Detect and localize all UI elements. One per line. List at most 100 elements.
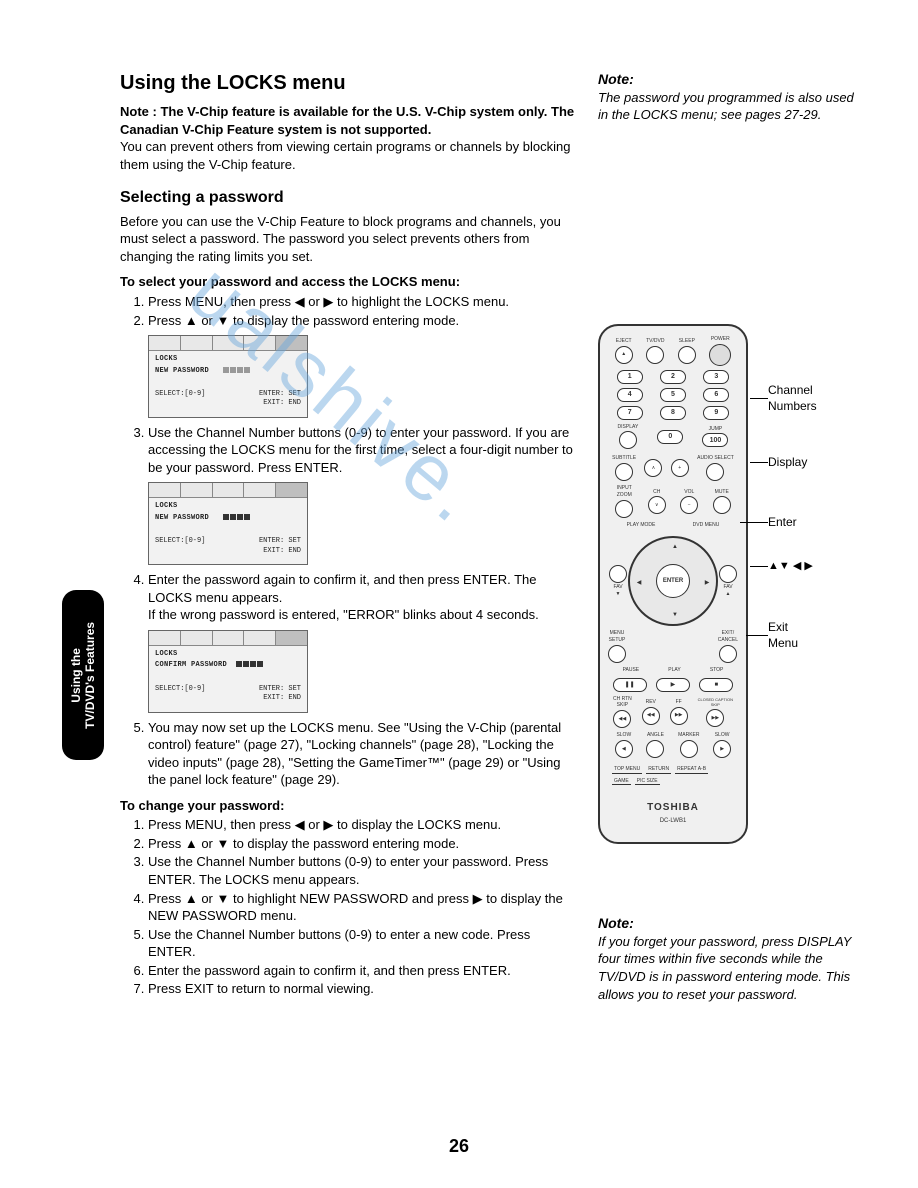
model: DC-LWB1 — [608, 817, 738, 825]
step-5: You may now set up the LOCKS menu. See "… — [148, 719, 580, 789]
remote-diagram: EJECT▲ TV/DVD SLEEP POWER 1 2 3 4 5 6 7 … — [598, 324, 858, 874]
enter-button: ENTER — [656, 564, 690, 598]
ff-button: ▶▶ — [670, 707, 688, 725]
step-4a: Enter the password again to confirm it, … — [148, 572, 537, 605]
cstep-5: Use the Channel Number buttons (0-9) to … — [148, 926, 580, 961]
num-9: 9 — [703, 406, 729, 420]
note2-title: Note: — [598, 914, 858, 933]
osd-select-2: SELECT:[0-9] — [155, 537, 205, 556]
vol-down: − — [680, 496, 698, 514]
display-button — [619, 431, 637, 449]
vol-up: + — [671, 459, 689, 477]
main-column: Using the LOCKS menu Note : The V-Chip f… — [120, 70, 580, 999]
step-4: Enter the password again to confirm it, … — [148, 571, 580, 624]
subtitle-label: SUBTITLE — [612, 455, 636, 462]
num-5: 5 — [660, 388, 686, 402]
ch-down: ∨ — [648, 496, 666, 514]
note1-body: The password you programmed is also used… — [598, 89, 858, 124]
slowr-label: SLOW — [715, 732, 730, 739]
pause-label: PAUSE — [623, 667, 640, 674]
cstep-4: Press ▲ or ▼ to highlight NEW PASSWORD a… — [148, 890, 580, 925]
display-label: DISPLAY — [618, 424, 639, 431]
stop-label: STOP — [710, 667, 724, 674]
select-steps-list-5: You may now set up the LOCKS menu. See "… — [120, 719, 580, 789]
chapter-tab: Using the TV/DVD's Features — [62, 590, 104, 760]
audio-label: AUDIO SELECT — [697, 455, 734, 462]
osd-enter-2: ENTER: SET — [259, 537, 301, 545]
repeat-label: REPEAT A-B — [675, 766, 708, 774]
tvdvd-button — [646, 346, 664, 364]
osd-select: SELECT:[0-9] — [155, 390, 205, 409]
input-button — [615, 500, 633, 518]
power-label: POWER — [711, 336, 730, 343]
stop-button: ■ — [699, 678, 733, 692]
ch-up: ∧ — [644, 459, 662, 477]
intro-text: You can prevent others from viewing cert… — [120, 139, 570, 172]
fav-down — [609, 565, 627, 583]
num-7: 7 — [617, 406, 643, 420]
slow-l: ◀ — [615, 740, 633, 758]
return-label: RETURN — [646, 766, 671, 774]
skip-fwd: ▶▶ — [706, 709, 724, 727]
osd-locks-3: LOCKS — [155, 650, 301, 659]
eject-button: ▲ — [615, 346, 633, 364]
select-steps-list-4: Enter the password again to confirm it, … — [120, 571, 580, 624]
num-2: 2 — [660, 370, 686, 384]
osd-screenshot-3: LOCKS CONFIRM PASSWORD SELECT:[0-9] ENTE… — [148, 630, 308, 713]
cstep-2: Press ▲ or ▼ to display the password ent… — [148, 835, 580, 853]
select-heading: To select your password and access the L… — [120, 273, 580, 291]
callout-exit: Exit Menu — [768, 619, 798, 651]
dvdmenu-label: DVD MENU — [693, 522, 720, 529]
osd-new-pw-2: NEW PASSWORD — [155, 514, 209, 522]
num-6: 6 — [703, 388, 729, 402]
num-8: 8 — [660, 406, 686, 420]
fav-up — [719, 565, 737, 583]
pause-button: ❚❚ — [613, 678, 647, 692]
marker-button — [680, 740, 698, 758]
osd-confirm-pw: CONFIRM PASSWORD — [155, 661, 227, 669]
cc-label: CLOSED CAPTION SKIP — [698, 697, 733, 708]
osd-exit-2: EXIT: END — [263, 547, 301, 555]
num-0: 0 — [657, 430, 683, 444]
osd-select-3: SELECT:[0-9] — [155, 685, 205, 704]
skip-back: ◀◀ — [613, 710, 631, 728]
cstep-7: Press EXIT to return to normal viewing. — [148, 980, 580, 998]
osd-exit-3: EXIT: END — [263, 694, 301, 702]
nav-ring: ▲ ▼ ◀ ▶ ENTER — [628, 536, 718, 626]
jump-label: JUMP — [709, 426, 723, 433]
subtitle-button — [615, 463, 633, 481]
page-title: Using the LOCKS menu — [120, 70, 580, 97]
remote-body: EJECT▲ TV/DVD SLEEP POWER 1 2 3 4 5 6 7 … — [598, 324, 748, 844]
callout-display: Display — [768, 454, 807, 470]
exit-button — [719, 645, 737, 663]
angle-button — [646, 740, 664, 758]
osd-enter: ENTER: SET — [259, 390, 301, 398]
slowl-label: SLOW — [616, 732, 631, 739]
marker-label: MARKER — [678, 732, 699, 739]
section1-intro: Before you can use the V-Chip Feature to… — [120, 213, 580, 266]
slow-r: ▶ — [713, 740, 731, 758]
osd-enter-3: ENTER: SET — [259, 685, 301, 693]
favl-label: FAV ▼ — [613, 584, 622, 598]
step-4b: If the wrong password is entered, "ERROR… — [148, 607, 539, 622]
osd-exit: EXIT: END — [263, 399, 301, 407]
callout-enter: Enter — [768, 514, 797, 530]
ff-label: FF — [676, 699, 682, 706]
menu-label: MENU SETUP — [609, 630, 626, 644]
rev-label: REV — [646, 699, 656, 706]
osd-screenshot-2: LOCKS NEW PASSWORD SELECT:[0-9] ENTER: S… — [148, 482, 308, 565]
page-number: 26 — [0, 1134, 918, 1158]
tab-line1: Using the — [69, 648, 83, 703]
step-2: Press ▲ or ▼ to display the password ent… — [148, 312, 580, 330]
topmenu-label: TOP MENU — [612, 766, 642, 774]
step-1: Press MENU, then press ◀ or ▶ to highlig… — [148, 293, 580, 311]
angle-label: ANGLE — [647, 732, 664, 739]
osd-locks: LOCKS — [155, 355, 301, 364]
callout-arrows: ▲▼ ◀ ▶ — [768, 559, 813, 574]
tvdvd-label: TV/DVD — [646, 338, 664, 345]
select-steps-list-cont: Use the Channel Number buttons (0-9) to … — [120, 424, 580, 477]
picsize-label: PIC SIZE — [635, 778, 660, 786]
mute-label: MUTE — [715, 489, 729, 496]
step-3: Use the Channel Number buttons (0-9) to … — [148, 424, 580, 477]
brand: TOSHIBA — [608, 801, 738, 815]
